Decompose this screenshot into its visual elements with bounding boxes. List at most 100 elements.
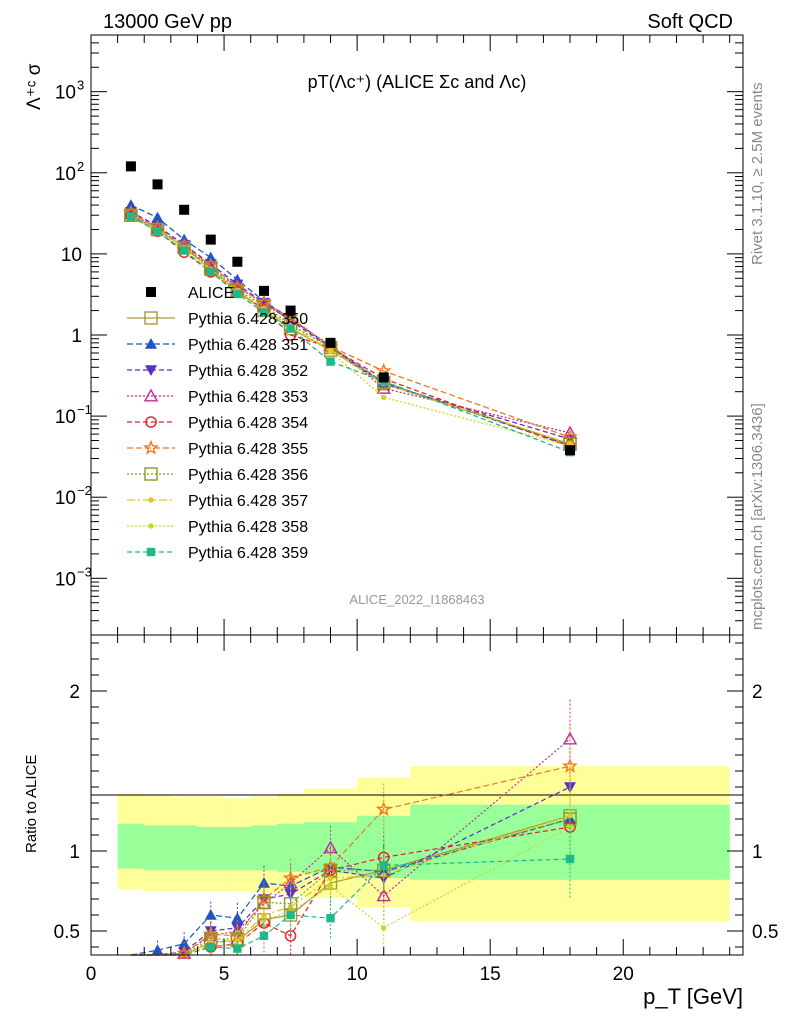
main-series-line xyxy=(130,212,571,438)
main-y-tick-label: 10 xyxy=(55,164,76,185)
main-point xyxy=(153,227,162,236)
legend-marker xyxy=(146,287,156,297)
main-point xyxy=(126,212,136,221)
ratio-point xyxy=(234,937,241,944)
ratio-point xyxy=(326,914,335,923)
legend-marker xyxy=(148,497,154,503)
ratio-series-line xyxy=(130,826,571,956)
legend-entry: Pythia 6.428 350 xyxy=(127,311,308,328)
data-point xyxy=(152,179,163,190)
main-point xyxy=(206,267,215,277)
legend: ALICE Pythia 6.428 350 Pythia 6.428 351 Pyt… xyxy=(127,285,308,562)
ratio-point xyxy=(375,801,392,817)
main-point xyxy=(233,289,242,299)
ratio-bands xyxy=(117,766,730,922)
header-left: 13000 GeV pp xyxy=(103,11,232,33)
main-point xyxy=(326,357,335,366)
legend-marker xyxy=(143,439,159,455)
main-y-label: Λ⁺ᶜ σ xyxy=(24,63,45,110)
ratio-series-line xyxy=(130,738,571,956)
main-point xyxy=(376,380,391,394)
ratio-point xyxy=(567,824,573,830)
main-y-tick-label: 10 xyxy=(61,245,82,266)
ratio-series-10 xyxy=(130,819,575,956)
main-point xyxy=(562,428,578,444)
ratio-point xyxy=(565,854,575,864)
main-y-tick-label: 1 xyxy=(71,326,82,347)
ratio-point xyxy=(287,904,294,910)
main-point xyxy=(179,246,189,255)
main-y-tick-exponent: −3 xyxy=(77,564,92,579)
x-tick-label: 20 xyxy=(613,964,634,985)
legend-label: Pythia 6.428 356 xyxy=(188,467,308,484)
data-point xyxy=(325,337,336,348)
main-point xyxy=(124,208,138,222)
ratio-point xyxy=(151,944,164,955)
main-y-tick-exponent: −2 xyxy=(77,483,92,498)
legend-label: Pythia 6.428 357 xyxy=(188,493,308,510)
main-point xyxy=(259,308,269,317)
ratio-point xyxy=(178,947,191,958)
ratio-point xyxy=(176,945,192,961)
data-point xyxy=(378,372,389,383)
ratio-y-label: Ratio to ALICE xyxy=(23,755,40,853)
legend-label: Pythia 6.428 350 xyxy=(188,311,308,328)
x-tick-label: 5 xyxy=(219,964,230,985)
ratio-y-tick-label: 0.5 xyxy=(54,922,80,943)
main-y-tick-exponent: 3 xyxy=(77,78,84,93)
ratio-panel: 0.5 0.51 12 20 5 10 15 20 Ratio to ALICE p_T [G… xyxy=(23,634,778,1009)
main-series-line xyxy=(130,217,571,447)
legend-entry: Pythia 6.428 357 xyxy=(127,493,308,510)
x-tick-label: 15 xyxy=(480,964,501,985)
ratio-frame xyxy=(90,634,744,956)
main-y-tick-exponent: −1 xyxy=(77,402,92,417)
ratio-point xyxy=(284,889,297,901)
legend-entry: Pythia 6.428 355 xyxy=(127,439,308,458)
data-point xyxy=(179,204,190,215)
legend-marker xyxy=(148,523,154,529)
ratio-band-inner xyxy=(224,827,251,871)
legend-entry: Pythia 6.428 351 xyxy=(127,337,308,354)
x-tick-label: 0 xyxy=(86,964,97,985)
ratio-band-inner xyxy=(144,825,171,871)
mcplots-label: mcplots.cern.ch [arXiv:1306.3436] xyxy=(749,403,766,630)
legend-entry: Pythia 6.428 356 xyxy=(127,467,308,484)
main-series-line xyxy=(130,214,571,445)
header-right: Soft QCD xyxy=(647,11,733,33)
x-axis-label: p_T [GeV] xyxy=(643,984,743,1009)
legend-entry: Pythia 6.428 354 xyxy=(127,415,308,432)
data-point xyxy=(232,256,243,267)
ratio-point xyxy=(204,909,217,920)
legend-entry: Pythia 6.428 359 xyxy=(127,545,308,562)
legend-label: Pythia 6.428 351 xyxy=(188,337,308,354)
data-point xyxy=(125,161,136,172)
legend-label: Pythia 6.428 354 xyxy=(188,415,308,432)
ratio-band-inner xyxy=(117,823,145,869)
main-y-tick-label: 10 xyxy=(55,407,76,428)
legend-entry: ALICE xyxy=(146,285,234,302)
watermark: ALICE_2022_I1868463 xyxy=(349,592,484,607)
ratio-point xyxy=(233,944,242,953)
ratio-point xyxy=(286,910,295,920)
ratio-point xyxy=(379,861,388,870)
data-point xyxy=(565,445,576,456)
main-marks xyxy=(123,161,578,457)
ratio-point xyxy=(327,875,334,881)
main-point xyxy=(231,279,244,291)
legend-marker xyxy=(146,547,156,557)
ratio-point xyxy=(327,883,334,889)
main-series-line xyxy=(130,214,571,445)
main-series-line xyxy=(130,214,571,448)
ratio-point xyxy=(381,872,387,878)
main-series-line xyxy=(130,214,571,445)
data-point xyxy=(258,285,269,296)
ratio-y-tick-label: 1 xyxy=(69,842,80,863)
ratio-y-tick-label-right: 1 xyxy=(752,842,763,863)
ratio-series-line xyxy=(130,818,571,956)
main-point xyxy=(151,211,164,223)
ratio-point xyxy=(562,757,578,773)
main-point xyxy=(327,349,334,355)
